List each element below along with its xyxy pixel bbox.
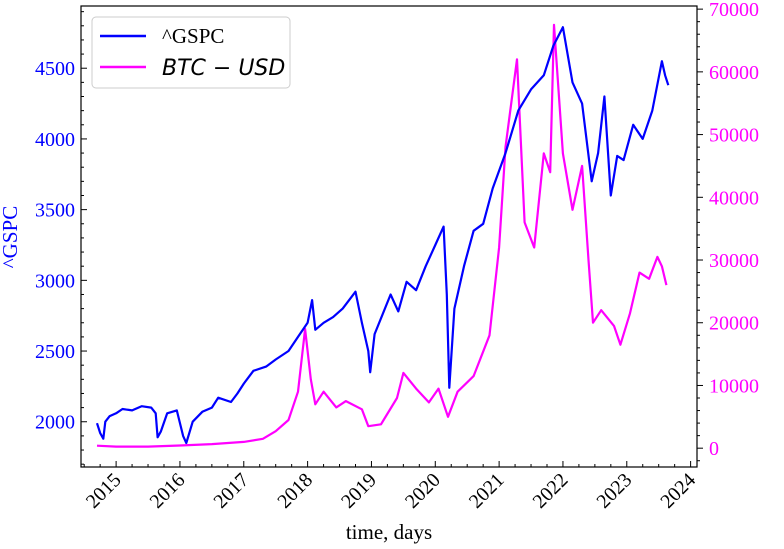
x-axis-label: time, days xyxy=(346,520,432,544)
x-tick-label: 2024 xyxy=(656,469,700,513)
y-right-tick-label: 50000 xyxy=(709,125,759,147)
y-left-tick-label: 2000 xyxy=(35,412,75,434)
x-tick-label: 2016 xyxy=(146,469,190,513)
x-tick-label: 2022 xyxy=(529,469,573,513)
plot-frame xyxy=(80,5,698,468)
x-tick-label: 2018 xyxy=(273,469,317,513)
y-left-tick-label: 4000 xyxy=(35,129,75,151)
legend-label-btc: BTC − USD xyxy=(162,56,285,81)
series-line-1 xyxy=(96,23,668,448)
y-right-tick-label: 20000 xyxy=(709,313,759,335)
y-right-tick-label: 30000 xyxy=(709,250,759,272)
y-right-tick-label: 0 xyxy=(709,438,719,460)
y-right-tick-label: 40000 xyxy=(709,187,759,209)
y-right-tick-label: 70000 xyxy=(709,0,759,21)
x-tick-label: 2017 xyxy=(209,469,253,513)
x-tick-label: 2015 xyxy=(82,469,126,513)
x-tick-label: 2023 xyxy=(592,469,636,513)
y-left-tick-label: 2500 xyxy=(35,341,75,363)
series-layer xyxy=(95,23,670,448)
x-tick-label: 2021 xyxy=(465,469,509,513)
y-right-tick-label: 10000 xyxy=(709,375,759,397)
legend-label-gspc: ^GSPC xyxy=(162,24,224,48)
y-left-axis-label: ^GSPC xyxy=(0,206,22,268)
series-line-0 xyxy=(95,26,670,445)
y-left-tick-label: 3000 xyxy=(35,270,75,292)
legend: ^GSPC BTC − USD xyxy=(91,16,291,89)
x-tick-label: 2019 xyxy=(337,469,381,513)
y-left-tick-label: 3500 xyxy=(35,200,75,222)
y-right-tick-label: 60000 xyxy=(709,62,759,84)
x-tick-label: 2020 xyxy=(401,469,445,513)
y-left-tick-label: 4500 xyxy=(35,58,75,80)
